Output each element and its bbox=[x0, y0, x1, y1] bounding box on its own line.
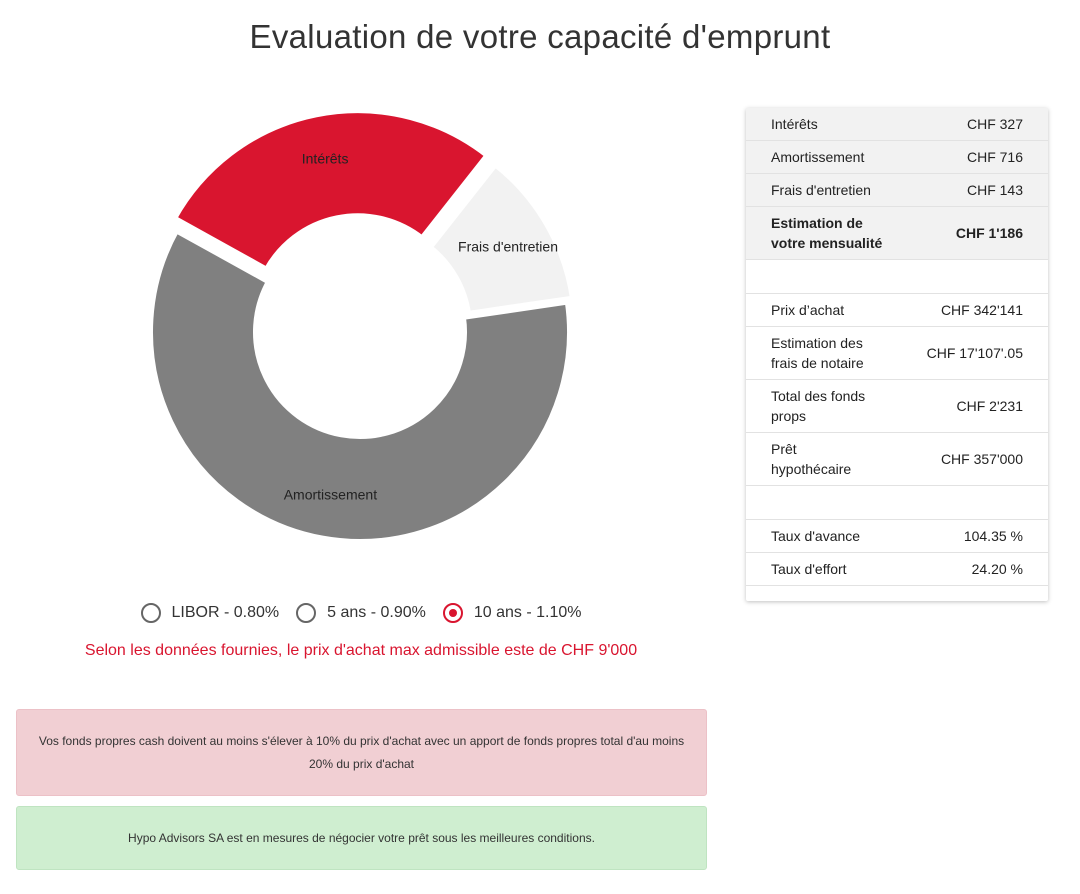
rate-option-label: 10 ans - 1.10% bbox=[473, 604, 582, 621]
donut-slice-label: Frais d'entretien bbox=[458, 238, 558, 254]
max-price-notice: Selon les données fournies, le prix d'ac… bbox=[84, 642, 638, 659]
radio-icon[interactable] bbox=[140, 603, 161, 623]
row-label-line: frais de notaire bbox=[771, 355, 864, 371]
row-value: 104.35 % bbox=[963, 528, 1023, 544]
donut-slice-2 bbox=[147, 226, 573, 545]
row-label-line: Estimation de bbox=[771, 215, 863, 231]
summary-row-taux-effort: Taux d'effort 24.20 % bbox=[746, 553, 1048, 586]
row-label: Frais d'entretien bbox=[771, 182, 871, 198]
equity-warning-alert: Vos fonds propres cash doivent au moins … bbox=[16, 709, 707, 796]
row-label: Intérêts bbox=[771, 116, 818, 132]
row-label: Estimation des frais de notaire bbox=[771, 327, 864, 379]
row-label: Estimation de votre mensualité bbox=[771, 207, 882, 259]
donut-slice-0 bbox=[169, 107, 492, 274]
radio-icon[interactable] bbox=[296, 603, 317, 623]
row-value: 24.20 % bbox=[971, 561, 1023, 577]
summary-row-prix-achat: Prix d’achat CHF 342'141 bbox=[746, 294, 1048, 327]
row-value: CHF 2'231 bbox=[956, 398, 1023, 414]
donut-chart: Intérêts Frais d'entretien Amortissement bbox=[147, 107, 577, 545]
summary-row-mensualite: Estimation de votre mensualité CHF 1'186 bbox=[746, 207, 1048, 260]
row-label-line: hypothécaire bbox=[771, 461, 852, 477]
donut-slice-label: Amortissement bbox=[284, 486, 377, 502]
row-label-line: Prêt bbox=[771, 441, 797, 457]
row-label-line: votre mensualité bbox=[771, 235, 883, 251]
radio-selected-icon[interactable] bbox=[442, 603, 463, 623]
row-label: Taux d'avance bbox=[771, 528, 861, 544]
row-label-line: props bbox=[771, 408, 807, 424]
summary-spacer bbox=[746, 486, 1048, 520]
row-value: CHF 17'107'.05 bbox=[926, 345, 1023, 361]
rate-option-libor[interactable]: LIBOR - 0.80% bbox=[140, 603, 280, 623]
summary-row-taux-avance: Taux d'avance 104.35 % bbox=[746, 520, 1048, 553]
summary-row-interets: Intérêts CHF 327 bbox=[746, 108, 1048, 141]
page-title: Evaluation de votre capacité d'emprunt bbox=[249, 18, 831, 55]
row-value: CHF 143 bbox=[966, 182, 1023, 198]
summary-spacer bbox=[746, 260, 1048, 294]
row-value: CHF 357'000 bbox=[940, 451, 1023, 467]
equity-warning-text: Vos fonds propres cash doivent au moins … bbox=[38, 733, 685, 771]
rate-option-5-ans[interactable]: 5 ans - 0.90% bbox=[296, 603, 426, 623]
row-label: Prix d’achat bbox=[771, 302, 845, 318]
rate-option-10-ans[interactable]: 10 ans - 1.10% bbox=[442, 603, 582, 623]
row-value: CHF 716 bbox=[966, 149, 1023, 165]
row-value: CHF 1'186 bbox=[955, 225, 1023, 241]
summary-table: Intérêts CHF 327 Amortissement CHF 716 F… bbox=[746, 108, 1048, 601]
row-label: Amortissement bbox=[771, 149, 865, 165]
summary-row-amortissement: Amortissement CHF 716 bbox=[746, 141, 1048, 174]
summary-row-notaire: Estimation des frais de notaire CHF 17'1… bbox=[746, 327, 1048, 380]
rate-option-label: LIBOR - 0.80% bbox=[171, 604, 280, 621]
row-value: CHF 327 bbox=[966, 116, 1023, 132]
row-label: Prêt hypothécaire bbox=[771, 433, 851, 485]
donut-slice-label: Intérêts bbox=[302, 150, 349, 166]
negotiation-success-alert: Hypo Advisors SA est en mesures de négoc… bbox=[16, 806, 707, 870]
summary-row-frais: Frais d'entretien CHF 143 bbox=[746, 174, 1048, 207]
row-label: Total des fonds props bbox=[771, 380, 865, 432]
row-label-line: Total des fonds bbox=[771, 388, 866, 404]
rate-selector: LIBOR - 0.80% 5 ans - 0.90% 10 ans - 1.1… bbox=[0, 603, 722, 623]
rate-option-label: 5 ans - 0.90% bbox=[327, 604, 426, 621]
row-value: CHF 342'141 bbox=[940, 302, 1023, 318]
summary-row-fonds-propres: Total des fonds props CHF 2'231 bbox=[746, 380, 1048, 433]
donut-slice-1 bbox=[425, 159, 577, 318]
row-label-line: Estimation des bbox=[771, 335, 863, 351]
summary-row-pret: Prêt hypothécaire CHF 357'000 bbox=[746, 433, 1048, 486]
row-label: Taux d'effort bbox=[771, 561, 847, 577]
negotiation-success-text: Hypo Advisors SA est en mesures de négoc… bbox=[128, 830, 595, 845]
